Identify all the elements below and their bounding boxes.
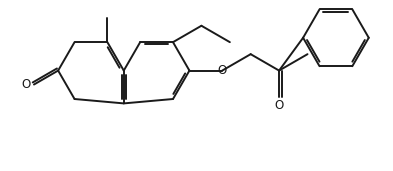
Text: O: O <box>22 78 31 91</box>
Text: O: O <box>274 99 284 112</box>
Text: O: O <box>218 64 227 77</box>
